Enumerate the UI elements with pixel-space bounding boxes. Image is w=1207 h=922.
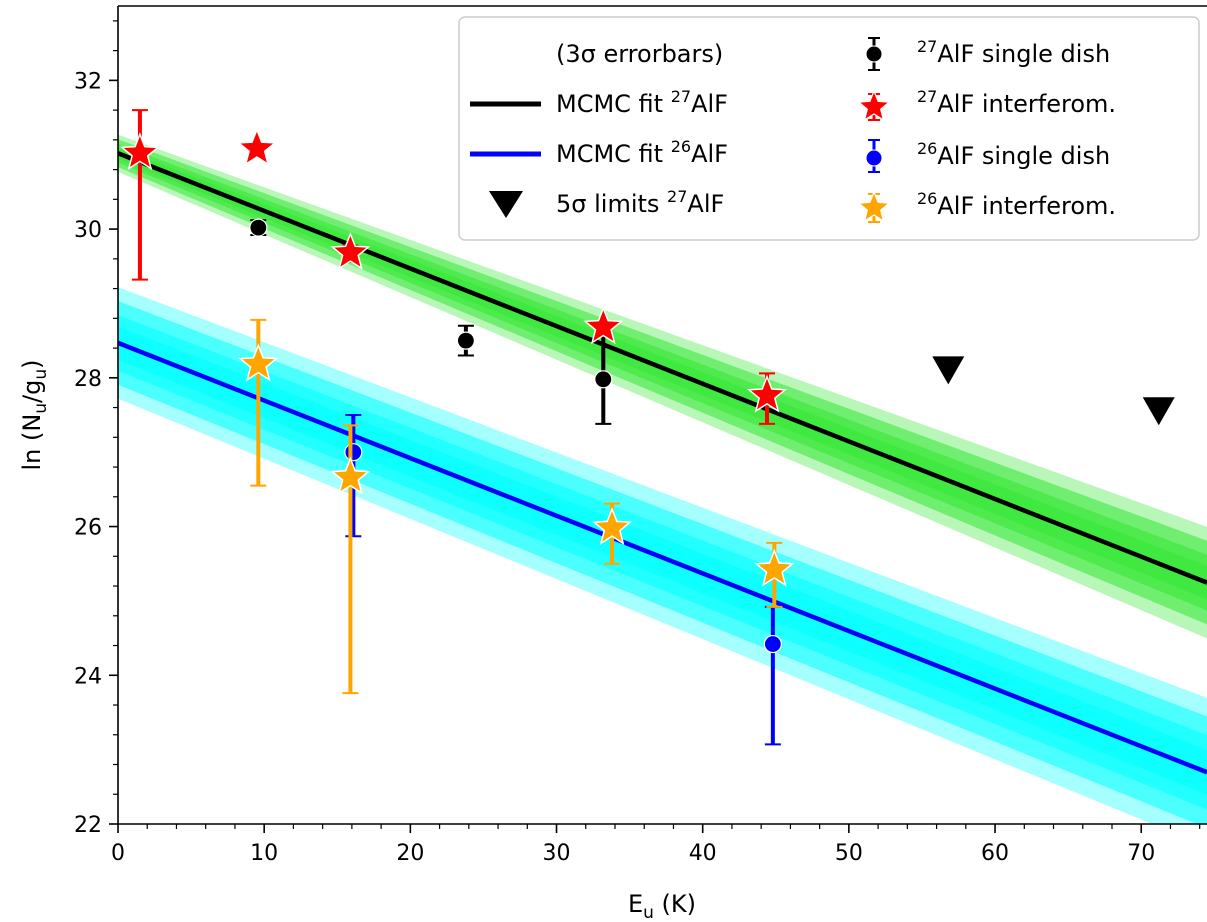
y-ticks: 22 24 26 28 30 32 [74,20,118,838]
alf27_interferom-point [236,127,277,166]
alf27_5sigma_limits-point [1142,397,1175,426]
legend-fit26-sup: 26 [671,137,691,156]
legend-limits-pre: 5σ limits [556,190,667,218]
axes [117,5,1207,825]
alf27_single_dish-marker [456,331,475,350]
fit-uncertainty-bands [118,134,1207,824]
x-tick-label: 60 [981,841,1009,866]
legend-fit27-pre: MCMC fit [556,90,671,118]
x-tick-label: 10 [250,841,278,866]
alf26_interferom-point [330,424,371,695]
y-tick-label: 30 [74,218,102,243]
x-tick-label: 20 [396,841,424,866]
x-axis-label: Eu (K) [628,890,696,922]
alf27_interferom-point [746,372,788,425]
legend-fit27-label: MCMC fit 27AlF [556,87,728,118]
alf26_interferom-point [754,541,795,608]
alf26_interferom-marker [754,548,795,587]
legend-limits-sup: 27 [667,187,687,206]
legend-alf26-single-dish-marker [865,139,883,173]
legend-alf27-single-dish-label: 27AlF single dish [917,37,1110,68]
alf27_single_dish-marker [594,370,613,389]
y-axis-label: ln (Nu/gu) [18,359,51,470]
legend-alf26-single-dish-post: AlF single dish [937,142,1110,170]
legend-red-star-icon [857,89,891,122]
fit26-line [118,340,1207,775]
alf27_interferom-marker [119,132,160,171]
legend-orange-star-icon [857,190,891,223]
legend-alf26-interferom-marker [857,190,891,223]
x-ticks: 0 10 20 30 40 50 60 70 [111,824,1201,866]
x-tick-label: 50 [835,841,863,866]
alf26_single_dish-point [763,605,782,746]
legend-alf27-single-dish-marker [865,37,883,71]
x-axis-label-main: E [628,890,643,918]
legend-alf27-interferom-marker [857,89,891,122]
legend-alf27-single-dish-post: AlF single dish [937,40,1110,68]
alf27_interferom-point [583,306,624,345]
fit26-band-layer [118,326,1207,795]
x-axis-label-sub: u [643,903,654,922]
legend-alf27-interferom-sup: 27 [917,87,937,106]
legend-fit27-sup: 27 [671,87,691,106]
alf26_interferom-marker [592,506,633,546]
alf27_interferom-marker [746,374,788,413]
x-tick-label: 30 [543,841,571,866]
y-axis-label-post: ) [18,359,46,368]
legend: (3σ errorbars) MCMC fit 27AlF MCMC fit 2… [458,16,1200,241]
alf27_interferom-marker [236,127,277,166]
y-axis-label-mid: /g [18,380,46,403]
alf27_5sigma_limits-marker [932,356,965,385]
x-tick-label: 70 [1127,841,1155,866]
legend-alf26-single-dish-sup: 26 [917,139,937,158]
legend-limits-post: AlF [687,190,724,218]
legend-alf26-interferom-sup: 26 [917,189,937,208]
alf27_5sigma_limits-marker [1142,397,1175,426]
legend-limits-marker [489,191,523,218]
alf26_interferom-point [592,502,633,565]
y-tick-label: 24 [74,664,102,689]
fit-lines [118,151,1207,775]
alf27_interferom-marker [330,231,371,270]
alf26_interferom-point [238,318,279,487]
alf27_single_dish-point [249,218,268,237]
fit27-line [118,151,1207,585]
legend-fit26-pre: MCMC fit [556,140,671,168]
alf26_single_dish-marker [763,634,782,654]
legend-alf27-interferom-label: 27AlF interferom. [917,87,1116,118]
x-tick-label: 0 [111,841,125,866]
x-axis-label-unit: (K) [654,890,696,918]
legend-fit27-post: AlF [691,90,728,118]
y-tick-label: 26 [74,516,102,541]
legend-alf26-single-dish-label: 26AlF single dish [917,139,1110,170]
alf27_5sigma_limits-point [932,356,965,385]
x-tick-label: 40 [689,841,717,866]
alf27_interferom-point [119,109,160,281]
alf26_interferom-marker [238,343,279,382]
alf27_interferom-marker [583,306,624,345]
legend-fit26-post: AlF [691,140,728,168]
legend-alf26-interferom-label: 26AlF interferom. [917,189,1116,220]
y-tick-label: 28 [74,367,102,392]
y-axis-label-sub1: u [31,403,51,414]
legend-frame [458,16,1200,241]
y-tick-label: 22 [74,813,102,838]
legend-alf27-single-dish-sup: 27 [917,37,937,56]
y-axis-label-sub2: u [31,369,51,380]
legend-errorbars-note: (3σ errorbars) [556,40,723,68]
legend-fit26-label: MCMC fit 26AlF [556,137,728,168]
legend-limits-label: 5σ limits 27AlF [556,187,724,218]
data-points [119,109,1175,746]
legend-alf26-interferom-post: AlF interferom. [937,192,1116,220]
legend-alf27-interferom-post: AlF interferom. [937,90,1116,118]
alf27_single_dish-point [456,324,475,357]
y-tick-label: 32 [74,69,102,94]
alf26_single_dish-marker [344,443,363,462]
alf27_interferom-point [330,231,371,270]
alf26_interferom-marker [330,456,371,495]
alf27_single_dish-marker [249,218,268,237]
y-axis-label-pre: ln (N [18,414,46,471]
